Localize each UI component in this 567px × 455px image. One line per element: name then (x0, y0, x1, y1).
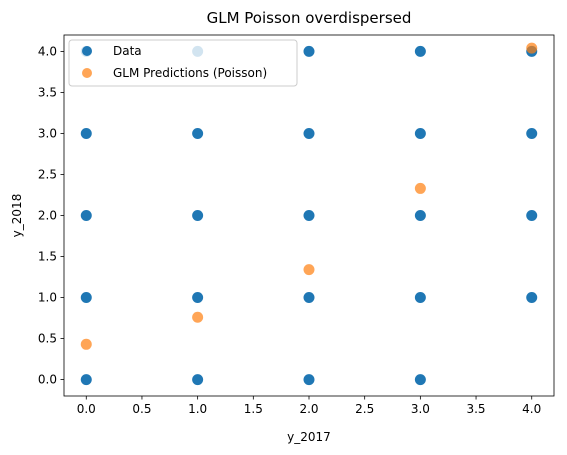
y-tick-label: 1.0 (38, 291, 57, 305)
prediction-point (80, 338, 92, 350)
data-point (414, 127, 426, 139)
prediction-point (303, 264, 315, 276)
legend: Data GLM Predictions (Poisson) (68, 39, 298, 87)
data-point (192, 127, 204, 139)
data-point (303, 374, 315, 386)
data-point (303, 292, 315, 304)
x-tick-label: 4.0 (522, 402, 541, 416)
y-tick-label: 3.5 (38, 85, 57, 99)
chart-title: GLM Poisson overdispersed (207, 9, 412, 27)
data-point (414, 292, 426, 304)
legend-marker-data (82, 46, 92, 56)
prediction-point (192, 311, 204, 323)
data-point (80, 292, 92, 304)
y-tick-label: 1.5 (38, 250, 57, 264)
data-point (526, 210, 538, 221)
data-point (80, 127, 92, 139)
data-point (414, 374, 426, 386)
x-axis-ticks: 0.0 0.5 1.0 1.5 2.0 2.5 3.0 3.5 4.0 (77, 396, 541, 416)
y-tick-label: 0.5 (38, 332, 57, 346)
y-tick-label: 4.0 (38, 44, 57, 58)
x-tick-label: 3.0 (411, 402, 430, 416)
x-tick-label: 2.5 (355, 402, 374, 416)
y-tick-label: 0.0 (38, 373, 57, 387)
y-tick-label: 2.0 (38, 209, 57, 223)
data-point (80, 374, 92, 386)
data-point (414, 210, 426, 221)
x-tick-label: 3.5 (466, 402, 485, 416)
data-point (192, 210, 204, 221)
data-point (526, 292, 538, 304)
x-tick-label: 2.0 (299, 402, 318, 416)
plot-area (80, 42, 538, 386)
data-point (192, 292, 204, 304)
y-tick-label: 3.0 (38, 126, 57, 140)
x-tick-label: 0.5 (132, 402, 151, 416)
legend-box (68, 39, 298, 87)
x-tick-label: 0.0 (77, 402, 96, 416)
y-axis-ticks: 0.0 0.5 1.0 1.5 2.0 2.5 3.0 3.5 4.0 (38, 44, 64, 387)
y-tick-label: 2.5 (38, 167, 57, 181)
prediction-point (526, 42, 538, 54)
x-axis-label: y_2017 (287, 430, 331, 444)
data-point (303, 127, 315, 139)
data-point (526, 127, 538, 139)
legend-label-glm-predictions: GLM Predictions (Poisson) (113, 66, 267, 80)
data-point (414, 45, 426, 57)
legend-label-data: Data (113, 44, 142, 58)
data-point (80, 210, 92, 221)
x-tick-label: 1.0 (188, 402, 207, 416)
prediction-point (414, 182, 426, 194)
x-tick-label: 1.5 (244, 402, 263, 416)
legend-marker-glm-predictions (82, 68, 92, 78)
data-point (192, 374, 204, 386)
data-point (303, 45, 315, 57)
y-axis-label: y_2018 (10, 194, 24, 238)
data-point (303, 210, 315, 221)
